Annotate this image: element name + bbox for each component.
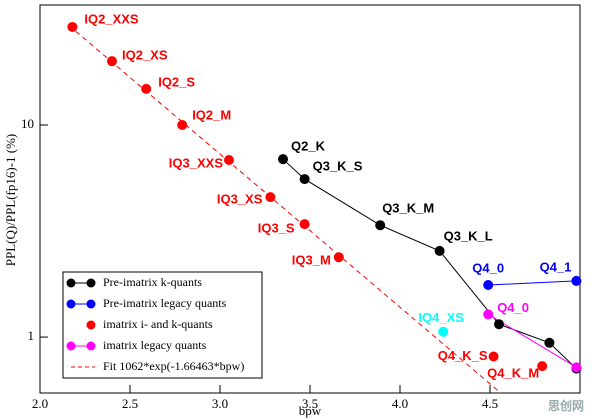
point-label: Q3_K_M xyxy=(382,201,434,216)
data-point xyxy=(333,252,344,263)
y-axis-label: PPL(Q)/PPL(fp16)-1 (%) xyxy=(3,134,18,267)
series-line xyxy=(488,280,577,286)
legend-label: Pre-imatrix k-quants xyxy=(103,275,202,289)
data-point xyxy=(483,280,494,291)
data-point xyxy=(224,154,234,165)
point-label: IQ2_S xyxy=(158,74,195,89)
point-label: Q3_K_L xyxy=(444,228,493,243)
data-point xyxy=(494,319,504,330)
data-point xyxy=(537,361,548,372)
data-point xyxy=(571,362,582,373)
point-label: IQ4_XS xyxy=(418,310,464,325)
legend-label: Fit 1062*exp(-1.66463*bpw) xyxy=(103,359,244,373)
data-point xyxy=(67,21,78,32)
point-label: Q4_0 xyxy=(497,300,529,315)
x-axis-label: bpw xyxy=(299,403,322,418)
legend-label: imatrix legacy quants xyxy=(103,338,207,352)
x-tick-label: 3.5 xyxy=(302,396,318,411)
data-point xyxy=(375,220,386,231)
data-point xyxy=(177,120,188,131)
legend-marker xyxy=(86,320,96,330)
point-label: Q4_K_M xyxy=(487,366,539,381)
data-point xyxy=(438,326,449,337)
point-label: IQ2_XS xyxy=(122,48,168,63)
point-label: Q4_K_S xyxy=(438,348,488,363)
x-tick-label: 2.0 xyxy=(32,396,48,411)
legend-marker xyxy=(66,278,76,288)
x-tick-label: 4.0 xyxy=(392,396,408,411)
data-point xyxy=(571,275,582,286)
point-label: Q3_K_S xyxy=(313,159,363,174)
data-point xyxy=(488,351,499,362)
data-point xyxy=(141,83,152,94)
data-point xyxy=(278,154,288,165)
y-tick-label: 10 xyxy=(21,116,34,131)
watermark: 思创网 xyxy=(548,398,584,413)
data-point xyxy=(483,309,494,320)
data-point xyxy=(107,56,117,67)
point-label: IQ3_XXS xyxy=(169,155,224,170)
legend-marker xyxy=(86,299,96,309)
point-label: IQ3_M xyxy=(292,253,331,268)
point-label: Q2_K xyxy=(291,139,326,154)
y-tick-label: 1 xyxy=(28,328,35,343)
legend-box xyxy=(62,271,263,379)
legend-marker xyxy=(66,299,76,309)
x-tick-label: 2.5 xyxy=(122,396,138,411)
point-label: IQ2_M xyxy=(192,107,231,122)
data-point xyxy=(299,174,310,185)
legend-marker xyxy=(86,278,96,288)
legend-marker xyxy=(86,341,96,351)
x-tick-label: 3.0 xyxy=(212,396,228,411)
data-point xyxy=(299,219,310,230)
data-point xyxy=(434,245,445,256)
point-label: Q4_0 xyxy=(472,260,504,275)
legend-marker xyxy=(66,341,76,351)
point-label: IQ3_XS xyxy=(217,192,263,207)
data-point xyxy=(544,337,555,348)
x-tick-label: 4.5 xyxy=(482,396,498,411)
point-label: Q4_1 xyxy=(540,259,572,274)
legend-label: Pre-imatrix legacy quants xyxy=(103,296,227,310)
series-line xyxy=(68,24,502,393)
point-label: IQ3_S xyxy=(258,221,295,236)
legend-label: imatrix i- and k-quants xyxy=(103,317,213,331)
data-point xyxy=(265,192,276,203)
point-label: IQ2_XXS xyxy=(84,11,139,26)
